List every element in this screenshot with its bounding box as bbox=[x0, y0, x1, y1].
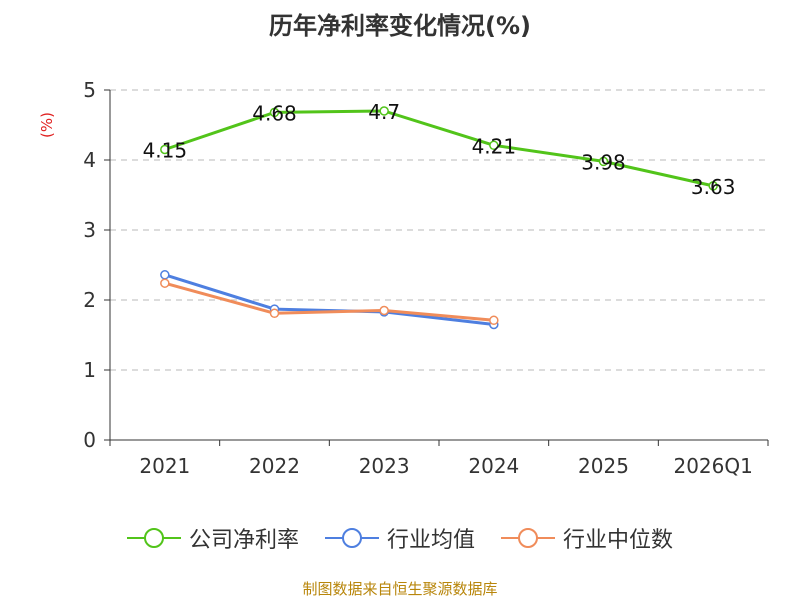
series-line-2 bbox=[164, 281, 494, 322]
x-tick-label: 2025 bbox=[578, 454, 629, 478]
series-lines bbox=[160, 106, 718, 330]
chart-title: 历年净利率变化情况(%) bbox=[269, 12, 531, 40]
y-tick-label: 5 bbox=[83, 78, 96, 102]
source-note: 制图数据来自恒生聚源数据库 bbox=[302, 580, 498, 598]
y-axis-label: (%) bbox=[38, 112, 56, 138]
y-tick-label: 3 bbox=[83, 218, 96, 242]
grid-lines bbox=[110, 89, 768, 371]
data-point[interactable] bbox=[160, 270, 170, 280]
y-tick-label: 2 bbox=[83, 288, 96, 312]
data-label: 4.7 bbox=[368, 100, 400, 124]
data-point[interactable] bbox=[489, 315, 499, 326]
legend-item-company[interactable]: 公司净利率 bbox=[126, 522, 299, 554]
data-point[interactable] bbox=[598, 156, 609, 167]
legend-line-circle-icon bbox=[126, 528, 181, 548]
data-point[interactable] bbox=[160, 144, 170, 155]
legend-line-circle-icon bbox=[501, 528, 555, 548]
series-line-0 bbox=[164, 109, 714, 188]
data-point[interactable] bbox=[160, 278, 170, 288]
data-label: 3.63 bbox=[691, 175, 736, 199]
legend-line-circle-icon bbox=[324, 528, 379, 548]
x-tick-label: 2023 bbox=[359, 454, 410, 478]
x-tick-label: 2021 bbox=[139, 454, 190, 478]
legend-item-industry-median[interactable]: 行业中位数 bbox=[501, 522, 673, 554]
data-label: 4.21 bbox=[472, 134, 517, 158]
data-point[interactable] bbox=[708, 181, 718, 191]
legend: 公司净利率 行业均值 行业中位数 bbox=[0, 522, 800, 554]
data-label: 4.15 bbox=[143, 139, 188, 163]
axes: 0 1 2 3 4 5 2021 2022 2023 2024 2025 2026Q1 bbox=[83, 78, 769, 478]
x-tick-label: 2024 bbox=[468, 454, 519, 478]
data-point[interactable] bbox=[489, 140, 499, 151]
x-tick-label: 2022 bbox=[249, 454, 300, 478]
x-tick-label: 2026Q1 bbox=[673, 454, 752, 478]
data-label: 4.68 bbox=[252, 101, 297, 125]
y-tick-label: 4 bbox=[83, 148, 96, 172]
legend-label-industry-median: 行业中位数 bbox=[563, 528, 674, 553]
data-point[interactable] bbox=[379, 305, 389, 316]
data-labels: 4.15 4.68 4.7 4.21 3.98 3.63 bbox=[143, 100, 736, 199]
legend-label-company: 公司净利率 bbox=[188, 528, 299, 553]
y-tick-label: 0 bbox=[83, 428, 96, 452]
data-label: 3.98 bbox=[581, 150, 626, 174]
data-point[interactable] bbox=[269, 308, 280, 319]
y-tick-label: 1 bbox=[83, 358, 96, 382]
legend-label-industry-mean: 行业均值 bbox=[386, 528, 475, 553]
legend-item-industry-mean[interactable]: 行业均值 bbox=[324, 522, 475, 554]
data-point[interactable] bbox=[379, 106, 389, 116]
data-point[interactable] bbox=[269, 107, 280, 118]
